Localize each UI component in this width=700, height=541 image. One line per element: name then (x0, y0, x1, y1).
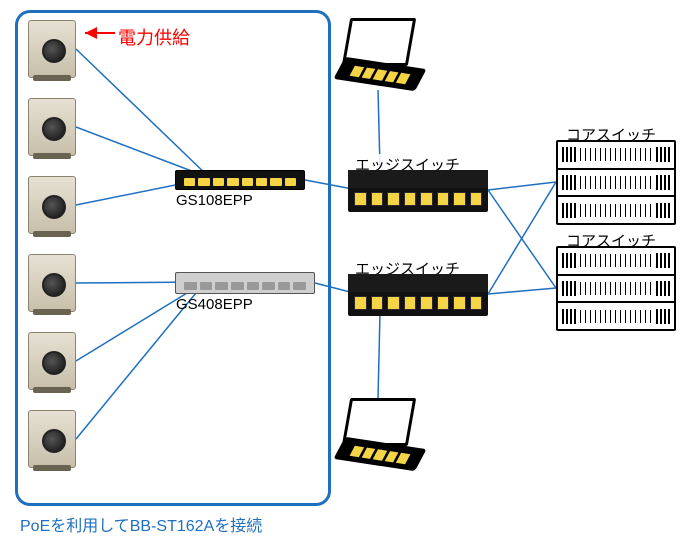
camera-icon (28, 254, 76, 312)
camera-icon (28, 176, 76, 234)
laptop-icon (336, 398, 431, 473)
core-switch-icon (556, 140, 676, 225)
edge-switch-icon (348, 170, 488, 212)
poe-switch-icon (175, 272, 315, 294)
laptop-icon (336, 18, 431, 93)
gs408epp-label: GS408EPP (176, 296, 253, 313)
camera-icon (28, 332, 76, 390)
edge-switch-icon (348, 274, 488, 316)
camera-icon (28, 20, 76, 78)
diagram-stage: 電力供給 GS108EPP GS408EPP エッジスイッチ エッジスイッチ コ… (0, 0, 700, 541)
power-supply-label: 電力供給 (118, 24, 190, 50)
gs108epp-label: GS108EPP (176, 192, 253, 209)
camera-icon (28, 410, 76, 468)
camera-icon (28, 98, 76, 156)
poe-switch-icon (175, 170, 305, 190)
caption-label: PoEを利用してBB-ST162Aを接続 (20, 512, 262, 536)
core-switch-icon (556, 246, 676, 331)
